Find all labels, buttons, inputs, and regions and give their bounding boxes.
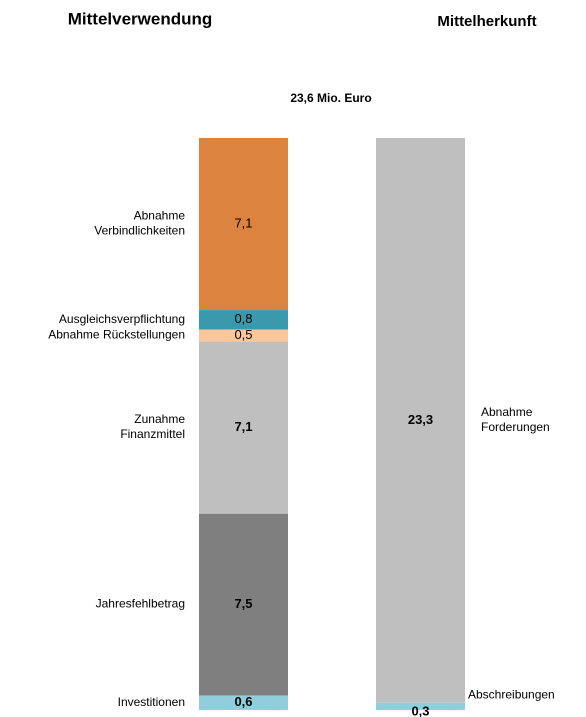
segment-label: Jahresfehlbetrag	[96, 597, 185, 611]
bar-segment	[199, 329, 288, 342]
bar-segment	[199, 138, 288, 311]
segment-label: Abnahme Rückstellungen	[48, 328, 185, 342]
value-label: 7,1	[234, 215, 252, 230]
bar-segment	[199, 341, 288, 514]
value-label: 23,3	[408, 412, 433, 427]
category-title: Mittelherkunft	[437, 13, 536, 30]
bar-segment	[199, 513, 288, 696]
total-label: 23,6 Mio. Euro	[290, 91, 371, 105]
segment-label: Investitionen	[118, 695, 185, 709]
value-label: 0,6	[234, 694, 252, 709]
segment-label: Abnahme Forderungen	[481, 405, 550, 434]
value-label: 7,1	[234, 419, 252, 434]
segment-label: Abnahme Verbindlichkeiten	[94, 209, 185, 238]
value-label: 0,3	[411, 703, 429, 717]
bar-segment	[199, 695, 288, 710]
category-title: Mittelverwendung	[68, 9, 213, 28]
bar-segment	[376, 138, 465, 703]
segment-label: Zunahme Finanzmittel	[120, 412, 185, 441]
value-label: 0,8	[234, 311, 252, 326]
value-label: 7,5	[234, 596, 252, 611]
bar-segment	[376, 702, 465, 710]
value-label: 0,5	[234, 327, 252, 342]
segment-label: Ausgleichsverpflichtung	[59, 312, 185, 326]
segment-label: Abschreibungen	[468, 688, 555, 702]
bar-segment	[199, 310, 288, 330]
